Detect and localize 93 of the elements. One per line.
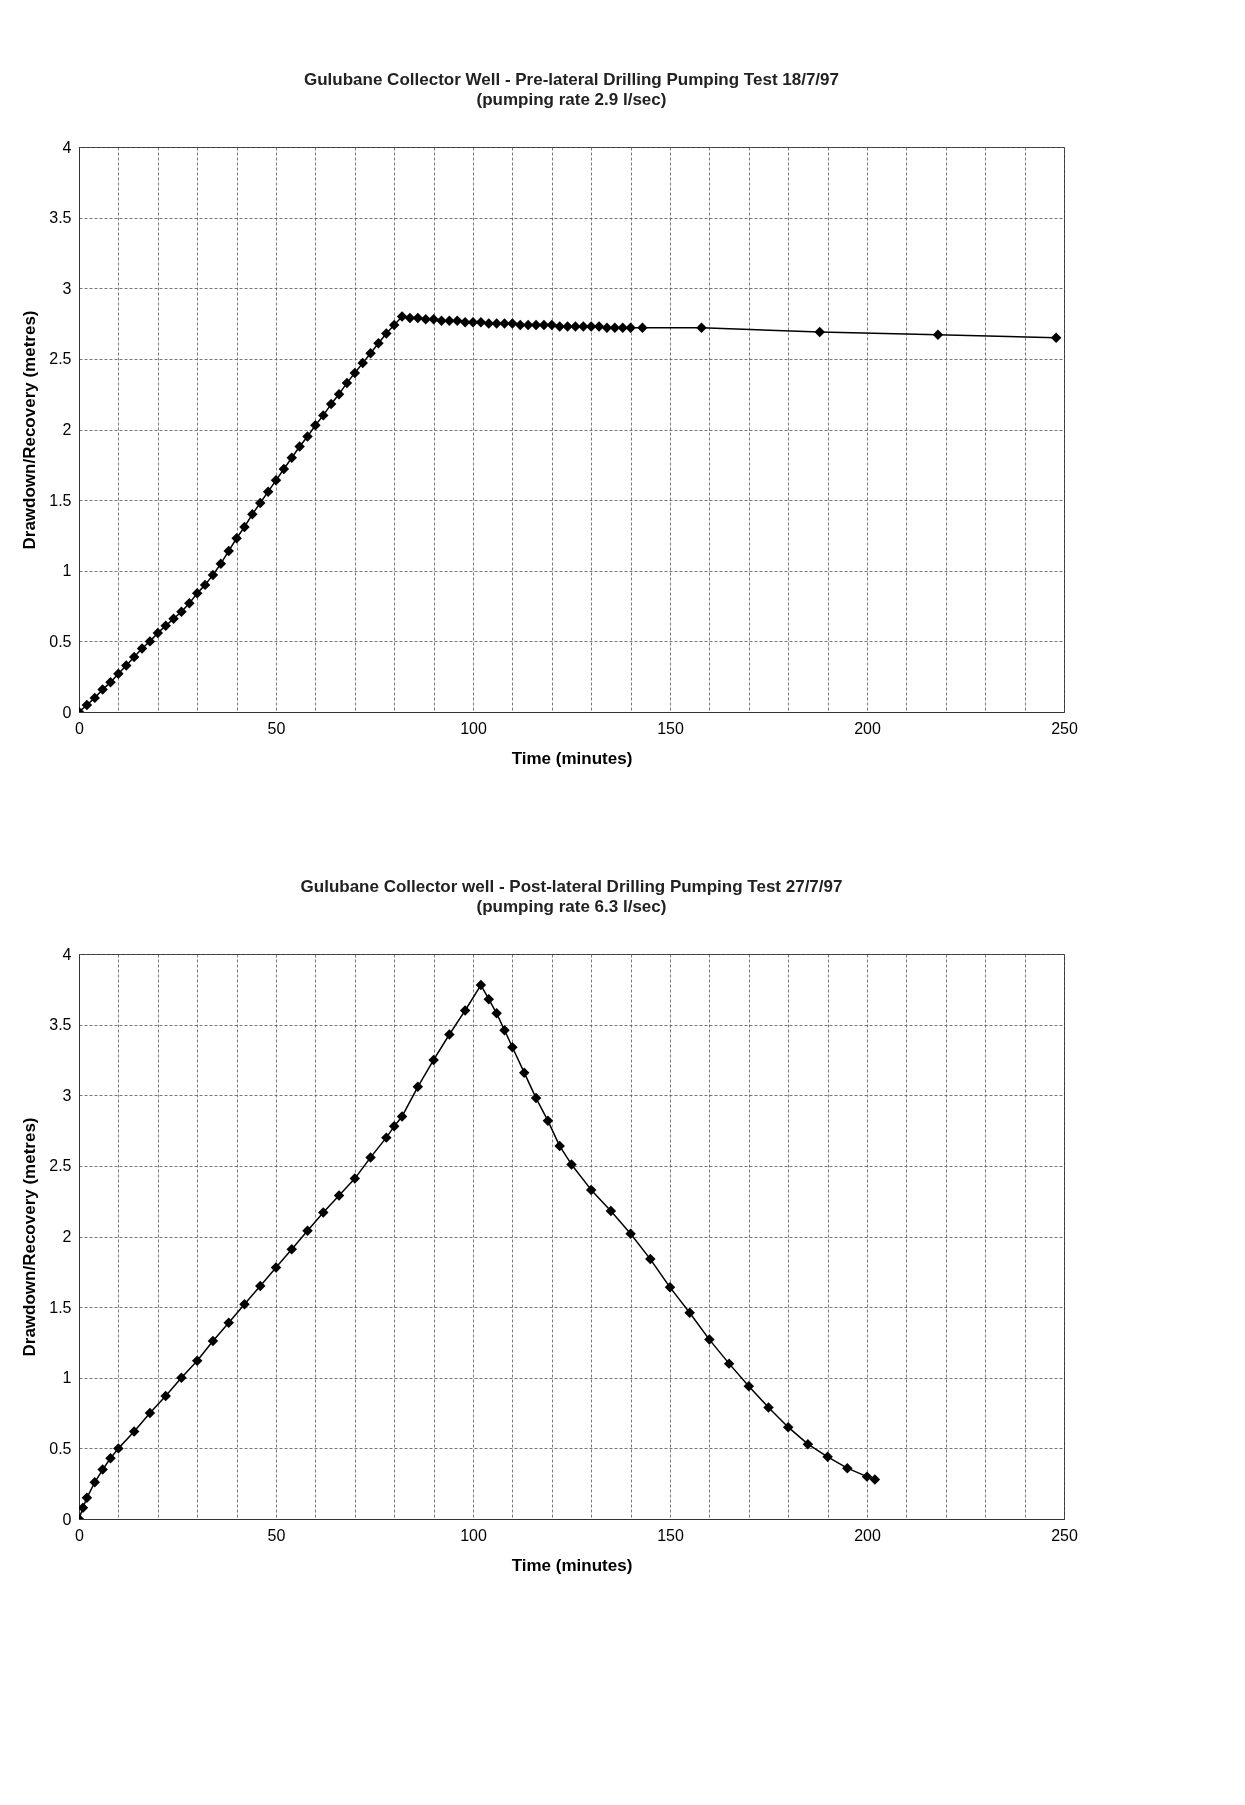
point — [89, 1477, 100, 1488]
point — [270, 1262, 282, 1273]
x-tick-label: 250 — [1051, 719, 1078, 737]
point — [507, 1041, 518, 1053]
point — [491, 1008, 502, 1019]
point — [625, 1228, 636, 1239]
point — [255, 1280, 266, 1292]
point — [176, 1372, 187, 1383]
point — [97, 1464, 108, 1475]
point — [782, 1421, 794, 1433]
x-tick-label: 50 — [267, 1526, 286, 1544]
x-tick-label: 250 — [1051, 1526, 1078, 1544]
point — [723, 1358, 735, 1369]
x-tick-label: 200 — [854, 719, 881, 737]
point — [802, 1438, 814, 1450]
point — [842, 1462, 853, 1474]
y-tick-label: 2 — [62, 421, 72, 438]
point — [207, 1335, 219, 1347]
chart-title: Gulubane Collector Well - Pre-lateral Drilling Pumping Test 18/7/97 — [304, 70, 839, 89]
y-tick-label: 3 — [62, 1086, 72, 1104]
point — [554, 1140, 565, 1152]
x-tick-label: 50 — [267, 719, 286, 737]
point — [704, 1334, 715, 1345]
y-tick-label: 2.5 — [49, 350, 72, 368]
point — [605, 1205, 617, 1217]
y-tick-label: 3.5 — [49, 209, 72, 227]
point — [160, 1390, 171, 1402]
y-tick-label: 2.5 — [49, 1157, 72, 1175]
x-tick-label: 100 — [460, 1526, 487, 1544]
point — [459, 1005, 471, 1016]
point — [79, 1502, 89, 1513]
y-tick-label: 1 — [62, 1369, 72, 1387]
point — [239, 1299, 250, 1310]
point — [365, 1152, 376, 1163]
point — [499, 1025, 510, 1036]
point — [302, 1225, 313, 1237]
point — [191, 1355, 203, 1367]
point — [585, 1184, 597, 1196]
point — [444, 1029, 455, 1040]
point — [645, 1253, 656, 1265]
point — [861, 1471, 873, 1482]
point — [105, 1453, 116, 1464]
chart-title: Gulubane Collector well - Post-lateral Drilling Pumping Test 27/7/97 — [300, 877, 843, 896]
point — [475, 979, 487, 991]
y-tick-label: 0.5 — [49, 632, 72, 650]
point — [381, 1132, 392, 1143]
point — [822, 1451, 833, 1463]
point — [566, 1159, 577, 1170]
point — [483, 993, 494, 1005]
x-axis-title: Time (minutes) — [511, 1555, 633, 1575]
point — [388, 1121, 400, 1132]
point — [743, 1380, 755, 1392]
point — [333, 1190, 345, 1201]
x-tick-label: 0 — [75, 719, 85, 737]
y-tick-label: 0 — [62, 1510, 72, 1528]
point — [144, 1407, 156, 1419]
x-tick-label: 150 — [657, 1526, 684, 1544]
x-tick-label: 100 — [460, 719, 487, 737]
y-axis-title: Drawdown/Recovery (metres) — [20, 1117, 40, 1357]
point — [128, 1426, 140, 1437]
x-tick-label: 0 — [75, 1526, 85, 1544]
y-tick-label: 1.5 — [49, 491, 72, 509]
chart-subtitle: (pumping rate 2.9 l/sec) — [476, 90, 667, 109]
y-tick-label: 4 — [62, 945, 72, 963]
y-tick-label: 2 — [62, 1228, 72, 1245]
point — [684, 1307, 695, 1319]
point — [396, 1111, 408, 1122]
y-tick-label: 1.5 — [49, 1298, 72, 1316]
point — [318, 1207, 329, 1218]
point — [664, 1282, 676, 1293]
y-axis-title: Drawdown/Recovery (metres) — [20, 310, 40, 550]
y-tick-label: 0.5 — [49, 1439, 72, 1457]
point — [349, 1173, 361, 1184]
point — [428, 1054, 439, 1066]
point — [542, 1115, 554, 1126]
x-axis-title: Time (minutes) — [511, 748, 633, 768]
y-tick-label: 3 — [62, 279, 72, 297]
point — [412, 1081, 424, 1093]
point — [81, 1492, 93, 1504]
y-tick-label: 4 — [62, 138, 72, 156]
point — [518, 1067, 530, 1078]
point — [530, 1092, 542, 1104]
point — [763, 1402, 774, 1413]
point — [113, 1443, 124, 1454]
point — [286, 1243, 297, 1255]
point — [869, 1474, 881, 1485]
chart-subtitle: (pumping rate 6.3 l/sec) — [476, 897, 667, 916]
x-tick-label: 150 — [657, 719, 684, 737]
x-tick-label: 200 — [854, 1526, 881, 1544]
y-tick-label: 3.5 — [49, 1016, 72, 1034]
y-tick-label: 1 — [62, 562, 72, 580]
y-tick-label: 0 — [62, 703, 72, 721]
point — [223, 1317, 234, 1328]
